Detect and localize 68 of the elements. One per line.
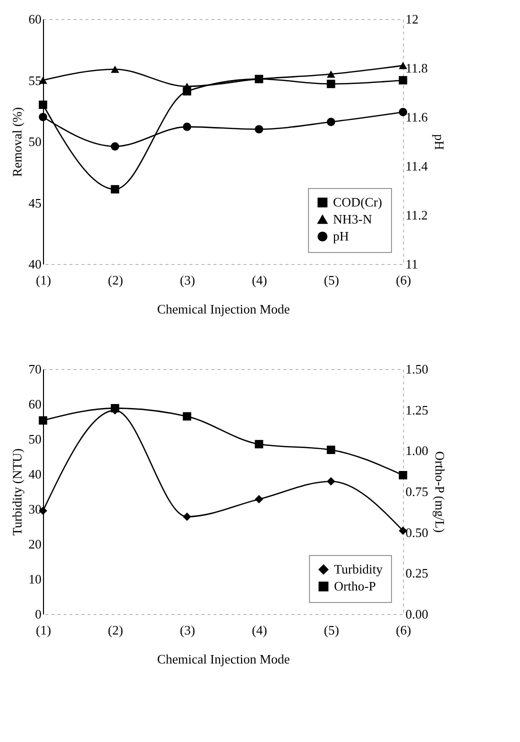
y2-tick-label: 0.50 (406, 524, 428, 540)
point (326, 446, 336, 454)
point (326, 70, 336, 78)
y-tick-label: 45 (28, 195, 42, 210)
point (398, 62, 408, 70)
legend-label: Ortho-P (334, 578, 376, 594)
y2-tick-label: 11.4 (406, 158, 428, 174)
x-tick-label: (1) (36, 272, 52, 288)
x-tick-label: (2) (108, 622, 124, 638)
point (326, 118, 336, 126)
x-tick-label: (3) (180, 622, 196, 638)
y2-axis-title: pH (432, 134, 447, 150)
x-tick-label: (1) (36, 622, 52, 638)
y2-tick-label: 11.6 (406, 110, 428, 124)
point (254, 495, 264, 504)
y-tick-label: 40 (28, 256, 42, 272)
y2-tick-label: 0.00 (406, 606, 428, 622)
y2-tick-label: 1.00 (406, 443, 428, 458)
point (254, 125, 264, 134)
point (38, 416, 48, 425)
point (110, 185, 120, 194)
y2-tick-label: 0.25 (406, 566, 428, 581)
point (182, 122, 192, 131)
point (398, 470, 408, 480)
legend-label: NH3-N (333, 212, 373, 226)
x-tick-label: (3) (180, 272, 196, 288)
legend-label: COD(Cr) (333, 194, 382, 210)
point (182, 512, 192, 521)
x-tick-label: (4) (252, 622, 268, 638)
y-tick-label: 20 (28, 536, 42, 552)
point (110, 142, 120, 151)
y-tick-label: 10 (28, 572, 42, 586)
y2-tick-label: 1.25 (406, 402, 428, 418)
y2-tick-label: 1.50 (406, 362, 428, 376)
y-tick-label: 70 (28, 362, 42, 376)
y2-tick-label: 12 (406, 12, 418, 26)
y-tick-label: 60 (28, 396, 42, 412)
point (38, 100, 48, 109)
point (398, 108, 408, 116)
y-axis-title: Removal (%) (10, 107, 24, 177)
y-tick-label: 50 (28, 134, 42, 149)
point (326, 477, 336, 486)
x-axis-title: Chemical Injection Mode (157, 652, 290, 666)
y-axis-title: Turbidity (NTU) (10, 448, 24, 536)
x-tick-label: (6) (396, 622, 412, 638)
x-tick-label: (2) (108, 272, 124, 288)
point (110, 66, 120, 73)
y2-axis-title: Ortho-P (mg/L) (432, 451, 448, 533)
y2-tick-label: 0.75 (406, 484, 428, 499)
x-tick-label: (5) (324, 622, 340, 638)
y2-tick-label: 11.2 (406, 208, 428, 222)
y2-tick-label: 11.8 (406, 60, 428, 76)
legend-label: pH (333, 228, 349, 244)
y-tick-label: 50 (28, 432, 42, 446)
y-tick-label: 0 (35, 606, 42, 622)
y-tick-label: 40 (28, 466, 42, 482)
point (254, 440, 264, 448)
point (38, 112, 48, 122)
x-tick-label: (5) (324, 272, 340, 288)
point (398, 76, 408, 84)
y2-tick-label: 11 (406, 256, 418, 272)
x-tick-label: (4) (252, 272, 268, 288)
y-tick-label: 60 (28, 12, 42, 26)
x-tick-label: (6) (396, 272, 412, 288)
point (326, 80, 336, 88)
x-axis-title: Chemical Injection Mode (157, 302, 290, 316)
legend-label: Turbidity (334, 562, 384, 576)
point (182, 412, 192, 421)
